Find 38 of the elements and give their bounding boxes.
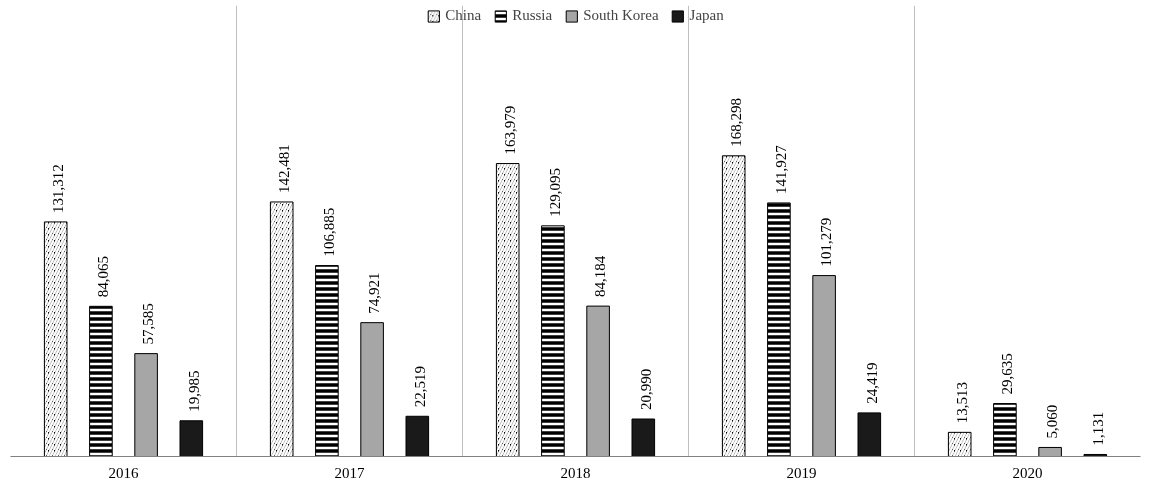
data-label: 141,927 [773, 144, 790, 194]
data-label: 84,065 [95, 256, 112, 298]
data-label: 131,312 [49, 164, 66, 213]
x-tick-label: 2016 [108, 464, 139, 481]
x-tick-label: 2020 [1012, 464, 1043, 481]
data-label: 168,298 [727, 98, 744, 147]
data-label: 20,990 [637, 368, 654, 410]
data-label: 29,635 [999, 353, 1016, 395]
data-label: 129,095 [547, 168, 564, 217]
data-label: 19,985 [185, 370, 202, 412]
bar [631, 418, 656, 457]
legend-label: Russia [512, 7, 553, 24]
data-label: 22,519 [411, 366, 428, 408]
data-label: 24,419 [863, 362, 880, 404]
data-label: 13,513 [953, 382, 970, 424]
x-tick-label: 2018 [560, 464, 591, 481]
data-label: 84,184 [592, 255, 609, 298]
bar [134, 353, 158, 457]
bar [586, 305, 610, 457]
bar [1038, 446, 1062, 457]
data-label: 163,979 [501, 105, 518, 155]
data-label: 106,885 [321, 207, 338, 257]
legend-label: Japan [689, 7, 724, 24]
data-label: 74,921 [366, 272, 383, 314]
data-label: 5,060 [1044, 404, 1061, 439]
bar [360, 322, 384, 457]
legend-label: China [445, 7, 482, 24]
bar [857, 412, 882, 457]
bar [405, 415, 430, 457]
x-tick-label: 2017 [334, 464, 365, 481]
bar [179, 420, 204, 457]
bar [812, 275, 836, 457]
x-tick-label: 2019 [786, 464, 817, 481]
data-label: 1,131 [1089, 411, 1106, 446]
data-label: 101,279 [818, 217, 835, 267]
data-label: 142,481 [275, 144, 292, 193]
legend-label: South Korea [583, 7, 659, 24]
data-label: 57,585 [140, 303, 157, 345]
